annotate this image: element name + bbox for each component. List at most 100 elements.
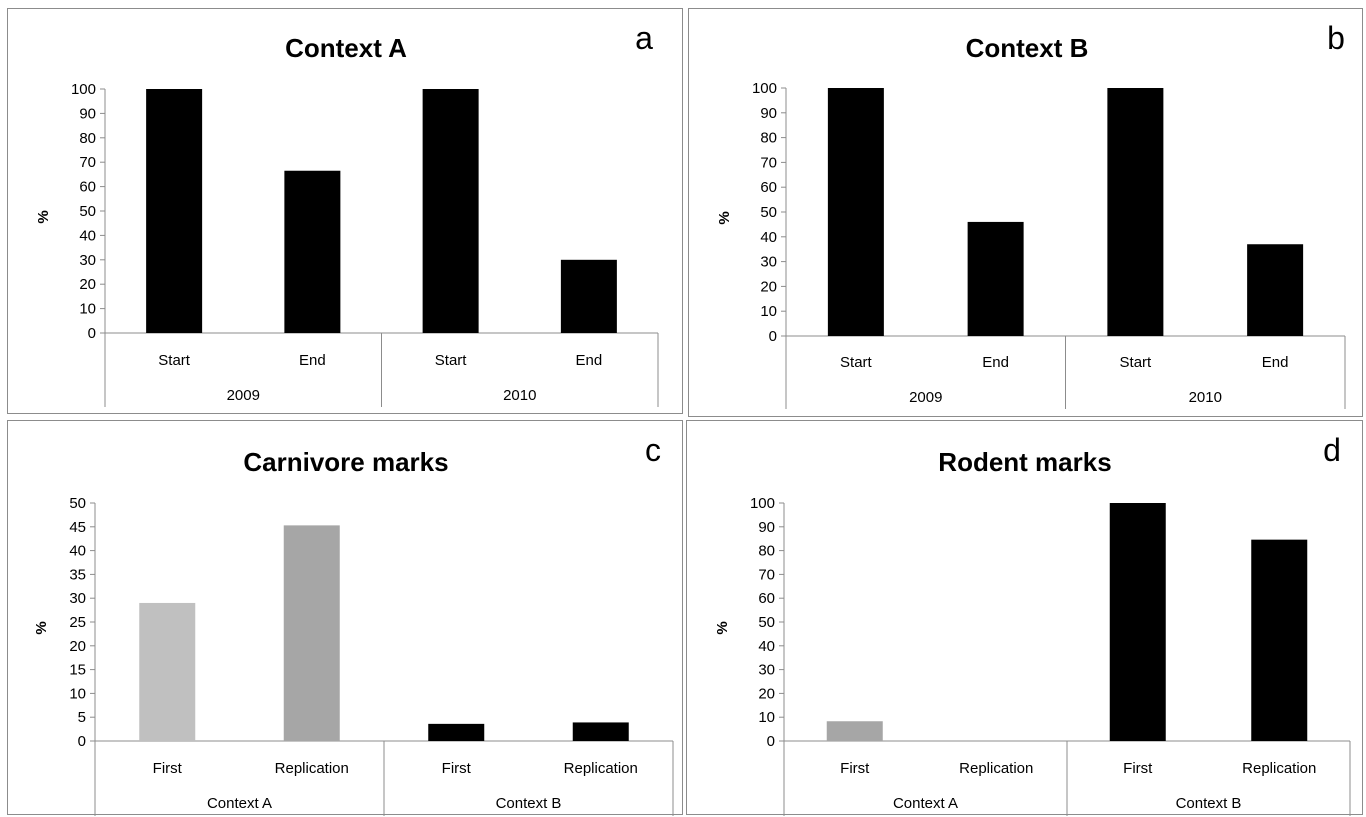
bar xyxy=(428,723,485,741)
y-tick-label: 20 xyxy=(79,276,96,293)
x-category-label: End xyxy=(1262,354,1289,371)
y-tick-label: 20 xyxy=(760,278,777,295)
chart-d-svg: Rodent marks d% 0 10 20 30 40 50 60 70 80 90 100 Firs… xyxy=(714,432,1351,816)
bar xyxy=(1251,539,1308,741)
chart-panel-a: Context A a% 0 10 20 30 40 50 60 70 80 90 100 Start En… xyxy=(7,8,683,414)
x-category-label: First xyxy=(153,760,183,777)
y-tick-label: 80 xyxy=(760,130,777,147)
y-tick-label: 10 xyxy=(758,709,775,726)
panel-letter: b xyxy=(1327,20,1345,56)
bar xyxy=(283,525,340,741)
chart-panel-d: Rodent marks d% 0 10 20 30 40 50 60 70 80 90 100 Firs… xyxy=(686,420,1363,816)
y-tick-label: 80 xyxy=(758,543,775,560)
bar xyxy=(826,721,883,741)
x-group-label: Context B xyxy=(496,795,562,812)
x-category-label: Replication xyxy=(564,760,638,777)
y-tick-label: 5 xyxy=(78,709,86,726)
bar xyxy=(1247,244,1304,336)
x-category-label: Start xyxy=(158,352,191,369)
y-tick-label: 60 xyxy=(758,590,775,607)
y-axis-label: % xyxy=(35,210,52,223)
y-tick-label: 20 xyxy=(758,685,775,702)
y-axis-label: % xyxy=(714,621,731,634)
y-tick-label: 50 xyxy=(69,495,86,512)
y-tick-label: 15 xyxy=(69,662,86,679)
bar xyxy=(967,221,1024,336)
y-tick-label: 25 xyxy=(69,614,86,631)
y-tick-label: 50 xyxy=(758,614,775,631)
x-category-label: Start xyxy=(435,352,468,369)
y-tick-label: 10 xyxy=(69,685,86,702)
y-tick-label: 35 xyxy=(69,566,86,583)
x-category-label: First xyxy=(840,760,870,777)
y-tick-label: 40 xyxy=(79,227,96,244)
panel-letter: d xyxy=(1323,432,1341,468)
x-category-label: First xyxy=(442,760,472,777)
y-tick-label: 40 xyxy=(760,229,777,246)
bar xyxy=(1109,503,1166,741)
x-category-label: Replication xyxy=(1242,760,1316,777)
y-tick-label: 40 xyxy=(69,543,86,560)
y-tick-label: 90 xyxy=(758,519,775,536)
y-tick-label: 70 xyxy=(758,566,775,583)
bar xyxy=(560,259,617,333)
y-tick-label: 60 xyxy=(79,179,96,196)
y-tick-label: 70 xyxy=(79,154,96,171)
y-axis-label: % xyxy=(716,211,733,224)
y-tick-label: 30 xyxy=(758,662,775,679)
bar xyxy=(146,89,203,333)
chart-title: Context B xyxy=(966,33,1089,63)
bar xyxy=(284,170,341,333)
y-tick-label: 30 xyxy=(79,252,96,269)
chart-title: Context A xyxy=(285,33,407,63)
x-group-label: 2010 xyxy=(1189,389,1222,406)
y-tick-label: 0 xyxy=(88,325,96,342)
chart-b-svg: Context B b% 0 10 20 30 40 50 60 70 80 90 100 Start En… xyxy=(716,20,1346,409)
y-tick-label: 45 xyxy=(69,519,86,536)
x-group-label: Context B xyxy=(1176,795,1242,812)
x-category-label: First xyxy=(1123,760,1153,777)
x-group-label: 2009 xyxy=(227,387,260,404)
y-tick-label: 10 xyxy=(79,301,96,318)
bar xyxy=(422,89,479,333)
x-category-label: Replication xyxy=(959,760,1033,777)
y-tick-label: 90 xyxy=(760,105,777,122)
x-category-label: End xyxy=(299,352,326,369)
y-tick-label: 0 xyxy=(769,328,777,345)
x-category-label: End xyxy=(576,352,603,369)
chart-a-svg: Context A a% 0 10 20 30 40 50 60 70 80 90 100 Start En… xyxy=(35,20,659,407)
bar xyxy=(1107,88,1164,336)
panel-letter: c xyxy=(645,432,661,468)
x-category-label: Replication xyxy=(275,760,349,777)
y-tick-label: 0 xyxy=(767,733,775,750)
y-tick-label: 30 xyxy=(760,254,777,271)
y-tick-label: 60 xyxy=(760,179,777,196)
y-tick-label: 70 xyxy=(760,154,777,171)
x-group-label: 2009 xyxy=(909,389,942,406)
bar xyxy=(139,602,196,741)
y-tick-label: 90 xyxy=(79,105,96,122)
x-group-label: Context A xyxy=(893,795,958,812)
chart-title: Carnivore marks xyxy=(243,447,448,477)
x-category-label: Start xyxy=(840,354,873,371)
x-category-label: Start xyxy=(1120,354,1153,371)
panel-letter: a xyxy=(635,20,653,56)
chart-title: Rodent marks xyxy=(938,447,1111,477)
y-tick-label: 100 xyxy=(71,81,96,98)
chart-c-svg: Carnivore marks c% 0 5 10 15 20 25 30 35 40 45 50 Fir… xyxy=(33,432,674,816)
x-group-label: 2010 xyxy=(503,387,536,404)
bar xyxy=(827,88,884,336)
chart-panel-b: Context B b% 0 10 20 30 40 50 60 70 80 90 100 Start En… xyxy=(688,8,1363,417)
y-tick-label: 30 xyxy=(69,590,86,607)
y-tick-label: 80 xyxy=(79,130,96,147)
x-category-label: End xyxy=(982,354,1009,371)
y-tick-label: 10 xyxy=(760,303,777,320)
x-group-label: Context A xyxy=(207,795,272,812)
y-tick-label: 0 xyxy=(78,733,86,750)
y-tick-label: 50 xyxy=(79,203,96,220)
bar xyxy=(572,722,629,741)
y-axis-label: % xyxy=(33,621,50,634)
y-tick-label: 100 xyxy=(750,495,775,512)
chart-panel-c: Carnivore marks c% 0 5 10 15 20 25 30 35 40 45 50 Fir… xyxy=(7,420,683,816)
y-tick-label: 20 xyxy=(69,638,86,655)
